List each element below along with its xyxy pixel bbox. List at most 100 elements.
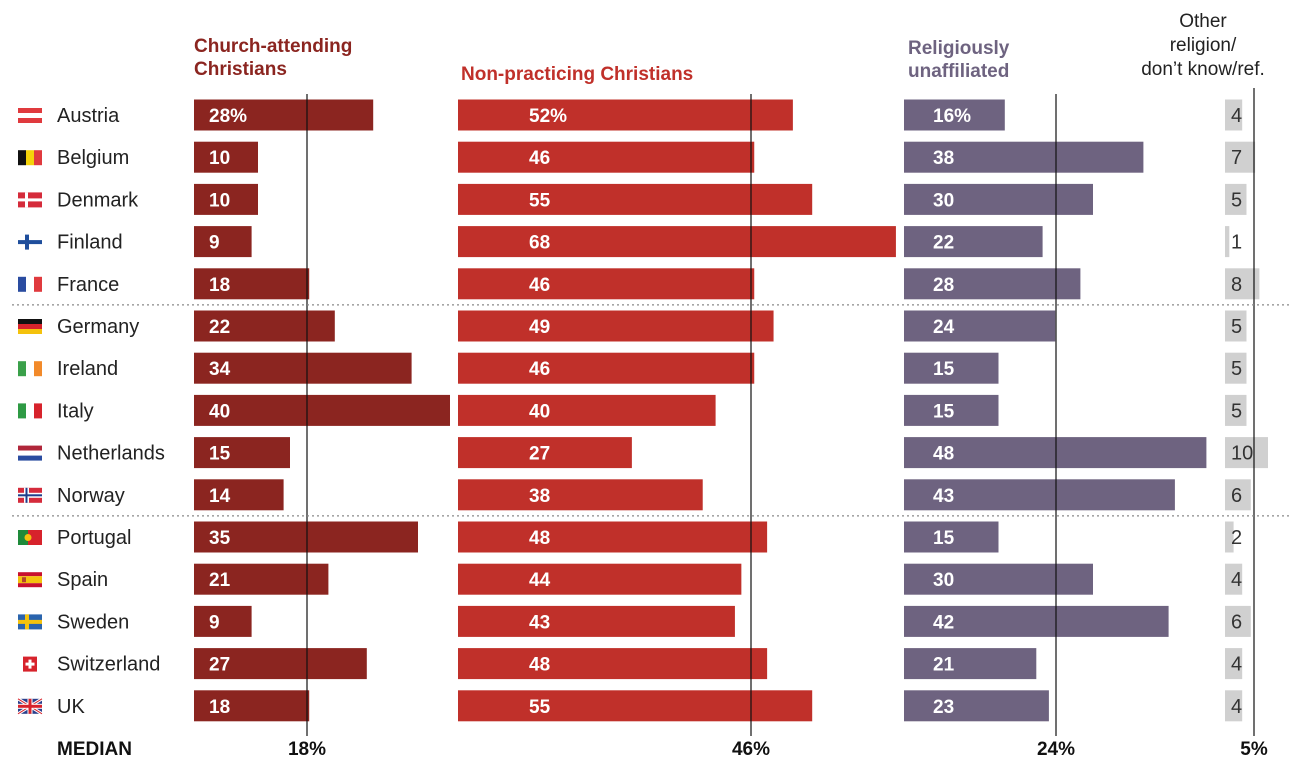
country-label: Germany	[57, 316, 139, 338]
data-label: 10	[209, 190, 230, 211]
norway-flag	[18, 487, 42, 503]
data-label: 9	[209, 233, 220, 254]
belgium-flag	[18, 150, 42, 166]
median-lines	[306, 88, 1255, 736]
germany-flag	[18, 319, 42, 334]
bar-unaffiliated	[904, 521, 999, 553]
data-label: 21	[209, 570, 231, 591]
bar-other	[1225, 310, 1247, 342]
header-church: Church-attending	[194, 36, 352, 57]
data-label: 15	[933, 359, 955, 380]
country-label: Portugal	[57, 527, 132, 549]
data-label: 43	[529, 612, 550, 633]
bar-other	[1225, 352, 1247, 384]
bar-other	[1225, 99, 1243, 131]
median-label: MEDIAN	[57, 739, 132, 759]
country-label: Belgium	[57, 147, 129, 169]
bar-church	[194, 479, 284, 511]
data-label: 4	[1231, 696, 1242, 718]
bar-nonpracticing	[458, 605, 735, 637]
bar-church	[194, 268, 310, 300]
country-label: Netherlands	[57, 443, 165, 465]
median-row: MEDIAN 18% 46% 24% 5%	[57, 739, 1268, 759]
austria-flag	[18, 108, 42, 123]
spain-flag	[18, 572, 42, 588]
bar-other	[1225, 183, 1247, 215]
data-label: 68	[529, 233, 550, 254]
data-label: 9	[209, 612, 220, 633]
bar-other	[1225, 648, 1243, 680]
data-label: 4	[1231, 105, 1242, 127]
median-value: 24%	[1037, 739, 1075, 759]
data-label: 35	[209, 528, 231, 549]
bar-church	[194, 141, 258, 173]
data-label: 6	[1231, 611, 1242, 633]
data-label: 22	[209, 317, 230, 338]
data-label: 55	[529, 697, 551, 718]
data-label: 48	[933, 444, 954, 465]
country-labels: Austria Belgium Denmark Finland France German…	[57, 105, 165, 718]
data-label: 46	[529, 359, 550, 380]
header-church: Christians	[194, 59, 287, 80]
uk-flag	[17, 697, 43, 716]
bar-church	[194, 394, 450, 426]
data-label: 52%	[529, 106, 567, 127]
data-label: 30	[933, 570, 954, 591]
bar-unaffiliated	[904, 352, 999, 384]
bar-nonpracticing	[458, 183, 813, 215]
bar-nonpracticing	[458, 268, 755, 300]
data-label: 6	[1231, 485, 1242, 507]
median-value: 46%	[732, 739, 770, 759]
bar-nonpracticing	[458, 310, 774, 342]
data-label: 48	[529, 528, 550, 549]
median-value: 5%	[1240, 739, 1268, 759]
bar-church	[194, 648, 367, 680]
bar-unaffiliated	[904, 226, 1043, 258]
bar-church	[194, 690, 310, 722]
data-label: 38	[529, 486, 550, 507]
data-label: 44	[529, 570, 551, 591]
data-label: 21	[933, 655, 955, 676]
finland-flag	[18, 234, 42, 250]
data-label: 34	[209, 359, 231, 380]
data-label: 18	[209, 275, 230, 296]
data-label: 28%	[209, 106, 247, 127]
data-label: 4	[1231, 654, 1242, 676]
country-label: Switzerland	[57, 654, 160, 676]
bar-unaffiliated	[904, 141, 1144, 173]
bar-unaffiliated	[904, 394, 999, 426]
data-label: 15	[209, 444, 231, 465]
bar-nonpracticing	[458, 563, 742, 595]
bar-unaffiliated	[904, 437, 1207, 469]
header-nonpracticing: Non-practicing Christians	[461, 64, 693, 85]
bar-unaffiliated	[904, 648, 1037, 680]
data-label: 24	[933, 317, 955, 338]
data-label: 10	[209, 148, 230, 169]
country-label: Sweden	[57, 611, 129, 633]
data-label: 15	[933, 401, 955, 422]
ireland-flag	[18, 361, 42, 377]
data-label: 42	[933, 612, 954, 633]
bar-nonpracticing	[458, 226, 896, 258]
bar-church	[194, 310, 335, 342]
bar-other	[1225, 521, 1234, 553]
median-value: 18%	[288, 739, 326, 759]
data-label: 27	[529, 444, 550, 465]
france-flag	[18, 276, 42, 292]
bar-nonpracticing	[458, 479, 703, 511]
data-label: 30	[933, 190, 954, 211]
bar-nonpracticing	[458, 394, 716, 426]
bar-church	[194, 183, 258, 215]
bar-unaffiliated	[904, 479, 1175, 511]
data-label: 10	[1231, 443, 1253, 465]
header-other: religion/	[1170, 35, 1237, 56]
sweden-flag	[18, 614, 42, 630]
data-label: 8	[1231, 274, 1242, 296]
data-label: 46	[529, 148, 550, 169]
group-separators	[12, 304, 1290, 517]
data-label: 15	[933, 528, 955, 549]
header-unaffiliated: unaffiliated	[908, 61, 1009, 82]
bar-nonpracticing	[458, 690, 813, 722]
data-label: 5	[1231, 400, 1242, 422]
